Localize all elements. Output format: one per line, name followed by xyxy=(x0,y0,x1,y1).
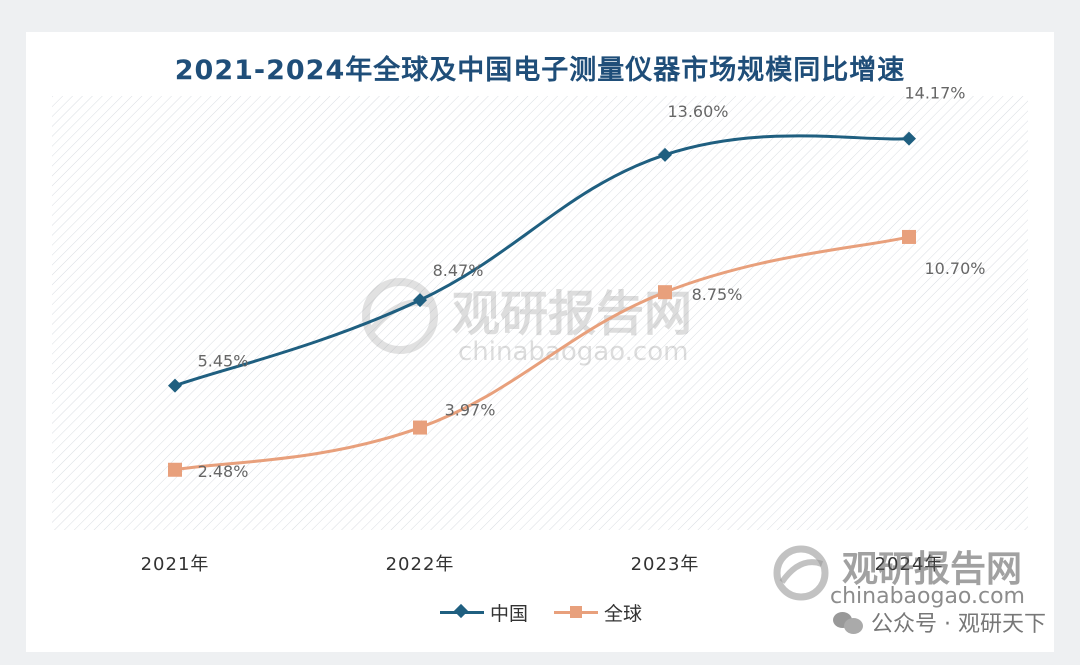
data-label-global: 3.97% xyxy=(445,401,496,420)
wechat-account: 公众号 · 观研天下 xyxy=(833,606,1046,638)
wechat-icon xyxy=(833,610,864,634)
x-tick-label: 2021年 xyxy=(141,554,210,575)
data-label-global: 8.75% xyxy=(692,285,743,304)
brand-logo-icon xyxy=(773,545,829,601)
data-label-china: 13.60% xyxy=(667,102,728,121)
data-point-global xyxy=(658,285,672,300)
chart-title: 2021-2024年全球及中国电子测量仪器市场规模同比增速 xyxy=(174,55,906,86)
legend-label-china: 中国 xyxy=(490,602,529,625)
legend-item-global: 全球 xyxy=(554,599,642,626)
legend-swatch-china xyxy=(440,602,484,622)
data-label-global: 2.48% xyxy=(198,462,249,481)
x-tick-label: 2023年 xyxy=(631,554,700,575)
data-point-china xyxy=(413,293,427,308)
data-point-global xyxy=(168,462,182,477)
series-line-china xyxy=(174,134,910,388)
legend-item-china: 中国 xyxy=(440,599,528,626)
data-label-global: 10.70% xyxy=(924,259,985,278)
diamond-marker-icon xyxy=(453,603,469,619)
data-label-china: 8.47% xyxy=(433,261,484,280)
data-point-global xyxy=(902,229,916,244)
brand-url: chinabaogao.com xyxy=(830,584,1025,609)
data-point-china xyxy=(168,378,182,393)
watermark-name: 观研报告网 xyxy=(452,286,692,342)
data-label-china: 14.17% xyxy=(904,84,965,103)
data-point-china xyxy=(658,147,672,162)
legend-swatch-global xyxy=(554,602,599,622)
legend-label-global: 全球 xyxy=(604,602,643,625)
data-point-global xyxy=(413,420,427,435)
legend: 中国 全球 xyxy=(440,598,642,626)
plot-area xyxy=(52,96,1028,530)
brand-name: 观研报告网 xyxy=(842,549,1023,590)
square-marker-icon xyxy=(570,606,583,618)
x-tick-label: 2024年 xyxy=(875,554,944,575)
series-line-global xyxy=(174,235,910,472)
brand-watermark: 观研报告网 chinabaogao.com xyxy=(770,540,1050,609)
wechat-text: 公众号 · 观研天下 xyxy=(871,612,1046,637)
x-tick-label: 2022年 xyxy=(386,554,455,575)
data-label-china: 5.45% xyxy=(198,352,249,371)
data-point-china xyxy=(902,131,916,146)
